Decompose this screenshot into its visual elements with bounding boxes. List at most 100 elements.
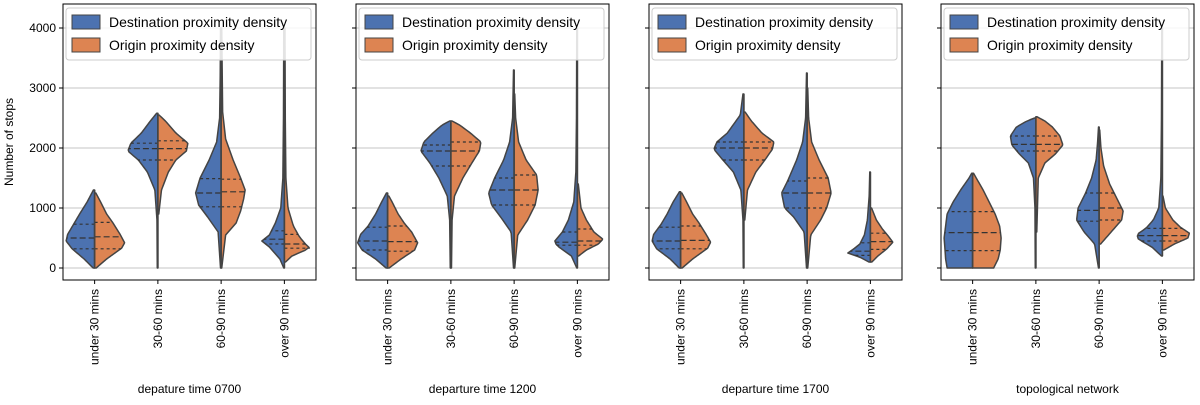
- x-axis-label: depature time 0700: [138, 382, 242, 396]
- violin: [194, 27, 246, 269]
- violin-origin-half: [743, 111, 775, 221]
- violin: [420, 120, 482, 269]
- x-tick-label: 60-90 mins: [800, 289, 814, 348]
- legend-box: [651, 7, 898, 61]
- y-tick-label: 3000: [29, 81, 56, 95]
- x-tick-label: 60-90 mins: [507, 289, 521, 348]
- violin-origin-half: [1035, 116, 1064, 233]
- x-tick-label: over 90 mins: [1155, 289, 1169, 358]
- violin-origin-half: [1161, 195, 1191, 251]
- violin-origin-half: [679, 192, 712, 269]
- violin: [1009, 116, 1064, 269]
- violin: [1136, 27, 1191, 257]
- x-tick-label: 30-60 mins: [444, 289, 458, 348]
- violin: [847, 171, 894, 263]
- legend-swatch: [657, 37, 687, 53]
- violin: [488, 69, 539, 269]
- legend-box: [943, 7, 1190, 61]
- x-tick-label: under 30 mins: [966, 289, 980, 365]
- x-tick-label: 30-60 mins: [737, 289, 751, 348]
- violin-destination-half: [194, 27, 222, 269]
- legend: Destination proximity density Origin prox…: [943, 7, 1190, 61]
- legend-label: Origin proximity density: [402, 37, 548, 53]
- x-tick-label: 60-90 mins: [1092, 289, 1106, 348]
- x-tick-label: 60-90 mins: [214, 289, 228, 348]
- legend-label: Destination proximity density: [109, 14, 287, 30]
- violin-destination-half: [127, 112, 159, 269]
- legend-label: Origin proximity density: [109, 37, 255, 53]
- legend-swatch: [71, 14, 101, 30]
- y-axis-label: Number of stops: [2, 98, 16, 186]
- violin-destination-half: [65, 189, 96, 269]
- violin-destination-half: [713, 93, 745, 269]
- legend-swatch: [71, 37, 101, 53]
- legend-box: [65, 7, 312, 61]
- violin: [1076, 126, 1124, 269]
- legend: Destination proximity density Origin prox…: [651, 7, 898, 61]
- panel-frame: [62, 3, 317, 281]
- violin-destination-half: [1009, 117, 1037, 269]
- x-axis-label: departure time 1700: [722, 382, 830, 396]
- x-tick-label: 30-60 mins: [151, 289, 165, 348]
- violin-origin-half: [806, 87, 832, 269]
- legend-box: [358, 7, 605, 61]
- legend-label: Destination proximity density: [987, 14, 1165, 30]
- legend-swatch: [364, 37, 394, 53]
- panel-frame: [648, 3, 903, 281]
- legend: Destination proximity density Origin prox…: [65, 7, 312, 61]
- panel-3: under 30 mins 30-60 mins 60-90 mins over 90…: [645, 3, 903, 396]
- x-tick-label: under 30 mins: [674, 289, 688, 365]
- violin-origin-half: [869, 207, 894, 263]
- legend-label: Destination proximity density: [695, 14, 873, 30]
- violin: [651, 191, 712, 269]
- panel-1: under 30 mins 30-60 mins 60-90 mins over 90…: [29, 3, 317, 396]
- violin: [781, 72, 832, 269]
- violin: [261, 27, 310, 269]
- violin-origin-half: [93, 192, 126, 269]
- x-tick-label: over 90 mins: [277, 289, 291, 358]
- violin: [127, 112, 189, 269]
- violin-origin-half: [450, 120, 482, 269]
- violin-destination-half: [651, 191, 682, 269]
- y-tick-label: 1000: [29, 201, 56, 215]
- violin: [943, 172, 1002, 269]
- violin: [356, 192, 419, 269]
- panel-2: under 30 mins 30-60 mins 60-90 mins over 90…: [352, 3, 610, 396]
- violin-origin-half: [157, 114, 189, 215]
- x-tick-label: over 90 mins: [863, 289, 877, 358]
- violin-destination-half: [1136, 27, 1164, 257]
- legend-label: Destination proximity density: [402, 14, 580, 30]
- violin-destination-half: [488, 69, 515, 269]
- legend-label: Origin proximity density: [695, 37, 841, 53]
- violin-destination-half: [943, 172, 974, 269]
- x-tick-label: over 90 mins: [570, 289, 584, 358]
- legend: Destination proximity density Origin prox…: [358, 7, 605, 61]
- legend-swatch: [657, 14, 687, 30]
- panel-frame: [940, 3, 1195, 281]
- violin-destination-half: [420, 120, 452, 269]
- violin-origin-half: [513, 93, 539, 269]
- violin-destination-half: [847, 171, 872, 263]
- violin-destination-half: [1076, 126, 1100, 269]
- x-axis-label: departure time 1200: [429, 382, 537, 396]
- violin-origin-half: [386, 195, 419, 269]
- legend-label: Origin proximity density: [987, 37, 1133, 53]
- violin-origin-half: [1098, 129, 1124, 245]
- panel-frame: [355, 3, 610, 281]
- x-axis-label: topological network: [1016, 382, 1120, 396]
- violin-origin-half: [971, 172, 1002, 269]
- violin-origin-half: [220, 27, 246, 269]
- legend-swatch: [949, 37, 979, 53]
- x-tick-label: under 30 mins: [381, 289, 395, 365]
- x-tick-label: 30-60 mins: [1029, 289, 1043, 348]
- violin-origin-half: [576, 183, 604, 257]
- legend-swatch: [949, 14, 979, 30]
- violin: [65, 189, 126, 269]
- violin-destination-half: [781, 72, 808, 269]
- y-tick-label: 2000: [29, 141, 56, 155]
- violin: [713, 93, 775, 269]
- legend-swatch: [364, 14, 394, 30]
- y-tick-label: 0: [49, 261, 56, 275]
